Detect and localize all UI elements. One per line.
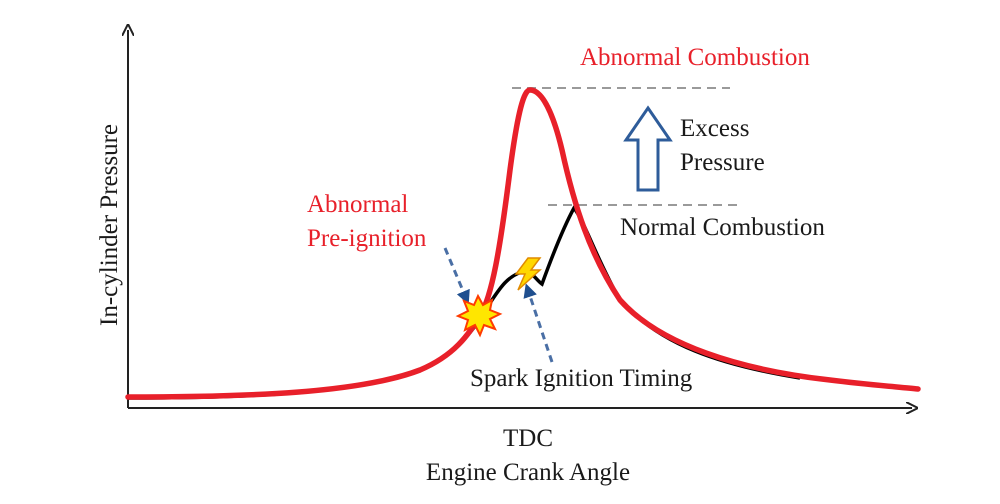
- preignition-label-line1: Abnormal: [307, 191, 408, 218]
- abnormal-combustion-label: Abnormal Combustion: [580, 44, 810, 71]
- spark-timing-label: Spark Ignition Timing: [470, 365, 693, 392]
- spark-timing-pointer-arrow: [523, 283, 554, 363]
- preignition-label-line2: Pre-ignition: [307, 225, 427, 252]
- abnormal-combustion-curve: [125, 87, 921, 400]
- preignition-pointer-arrow: [443, 247, 470, 305]
- excess-label-line1: Excess: [680, 115, 749, 142]
- normal-combustion-label: Normal Combustion: [620, 214, 825, 241]
- tdc-label: TDC: [503, 425, 553, 452]
- y-axis-label: In-cylinder Pressure: [96, 124, 123, 326]
- x-axis-label: Engine Crank Angle: [426, 459, 630, 486]
- explosion-burst-icon: [455, 293, 503, 338]
- hollow-up-arrow-icon: [623, 105, 673, 192]
- lightning-bolt-icon: [514, 257, 542, 291]
- excess-label-line2: Pressure: [680, 149, 765, 176]
